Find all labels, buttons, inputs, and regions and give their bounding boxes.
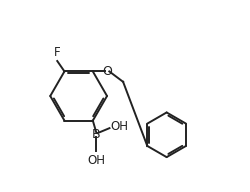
Text: F: F xyxy=(54,46,60,59)
Text: O: O xyxy=(102,65,112,78)
Text: OH: OH xyxy=(87,154,105,167)
Text: OH: OH xyxy=(111,120,129,133)
Text: B: B xyxy=(92,128,100,141)
